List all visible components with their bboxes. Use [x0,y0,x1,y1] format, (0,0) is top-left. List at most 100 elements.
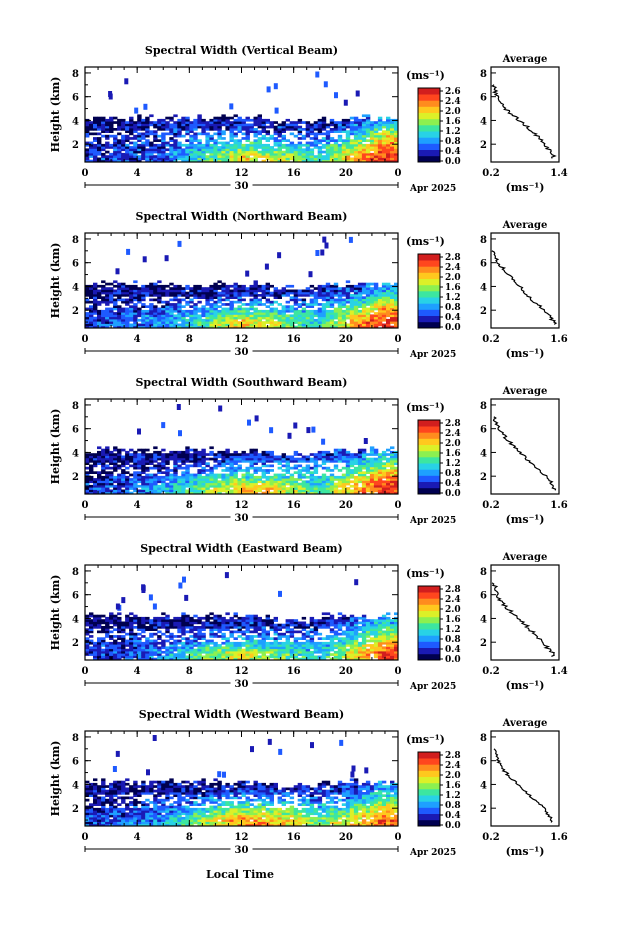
heatmap-cell [309,453,315,456]
heatmap-cell [177,305,182,308]
heatmap-cell [365,457,371,461]
heatmap-cell [141,118,146,122]
heatmap-cell [301,121,307,124]
heatmap-cell [225,125,230,129]
heatmap-cell [89,291,94,295]
heatmap-cell [309,159,315,163]
heatmap-cell [209,450,214,454]
heatmap-cell [117,314,122,318]
heatmap-cell [213,635,218,638]
heatmap-cell [257,287,262,290]
heatmap-cell [349,294,355,297]
heatmap-cell [281,307,286,311]
heatmap-cell [229,646,234,650]
heatmap-cell [165,484,170,488]
heatmap-cell [273,130,278,133]
heatmap-cell [269,157,274,161]
heatmap-cell [93,298,98,302]
heatmap-cell [353,128,359,131]
heatmap-speck [308,271,313,278]
heatmap-cell [390,462,395,465]
heatmap-cell [205,453,210,456]
heatmap-cell [249,318,254,322]
heatmap-cell [197,114,202,118]
heatmap-cell [241,473,246,477]
heatmap-cell [213,287,218,290]
heatmap-cell [161,152,166,156]
heatmap-cell [201,325,206,329]
heatmap-cell [265,480,270,484]
heatmap-cell [173,623,178,627]
heatmap-cell [165,152,170,156]
heatmap-cell [217,121,222,124]
heatmap-cell [225,466,230,470]
heatmap-cell [229,653,234,656]
heatmap-cell [161,134,166,138]
heatmap-cell [345,291,351,295]
heatmap-cell [253,626,258,629]
heatmap-cell [137,619,142,622]
heatmap-cell [113,303,118,306]
heatmap-cell [365,478,371,481]
heatmap-cell [121,628,126,631]
heatmap-cell [105,644,110,647]
heatmap-cell [285,128,290,131]
heatmap-cell [89,309,94,313]
heatmap-cell [273,480,278,484]
heatmap-cell [173,128,178,131]
heatmap-cell [237,650,242,654]
heatmap-cell [221,473,226,477]
heatmap-cell [273,143,278,147]
heatmap-cell [193,134,198,138]
heatmap-cell [293,460,299,463]
heatmap-cell [309,309,315,313]
heatmap-cell [241,159,246,163]
heatmap-cell [141,318,146,322]
heatmap-cell [373,146,379,149]
heatmap-cell [157,294,162,297]
heatmap-cell [361,475,367,479]
heatmap-cell [125,450,130,454]
heatmap-cell [381,307,387,311]
heatmap-cell [85,141,90,145]
heatmap-cell [197,475,202,479]
heatmap-cell [229,630,234,634]
heatmap-cell [137,155,142,158]
heatmap-cell [325,484,331,488]
heatmap-cell [353,307,359,311]
heatmap-cell [249,457,254,461]
heatmap-cell [289,141,295,145]
heatmap-cell [321,475,327,479]
heatmap-cell [365,314,371,318]
heatmap-cell [353,316,359,320]
heatmap-cell [329,303,335,306]
heatmap-cell [117,475,122,479]
heatmap-cell [369,291,375,295]
heatmap-cell [373,300,379,304]
heatmap-cell [181,491,186,495]
heatmap-cell [93,155,98,158]
heatmap-cell [121,462,126,465]
heatmap-speck [254,415,259,422]
heatmap-cell [129,460,134,463]
heatmap-cell [105,125,110,129]
heatmap-cell [201,462,206,465]
heatmap-cell [177,623,182,627]
heatmap-cell [133,141,138,145]
heatmap-cell [333,157,339,161]
heatmap-speck [124,78,129,85]
heatmap-cell [201,287,206,290]
heatmap-cell [101,157,106,161]
heatmap-cell [369,289,375,293]
heatmap-cell [285,125,290,129]
heatmap-cell [241,303,246,306]
heatmap-cell [173,450,178,454]
heatmap-cell [229,294,234,297]
heatmap-cell [149,316,154,320]
heatmap-cell [341,457,347,461]
heatmap-cell [233,489,238,493]
heatmap-cell [313,294,319,297]
heatmap-cell [293,482,299,486]
heatmap-cell [333,455,339,459]
heatmap-cell [101,312,106,315]
